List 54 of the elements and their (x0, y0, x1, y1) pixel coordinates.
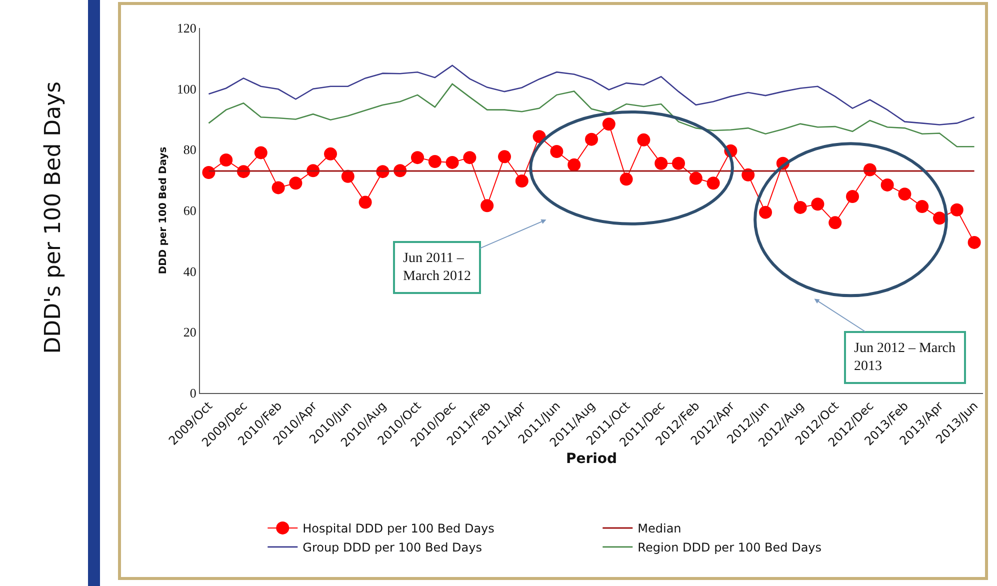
point (759, 206, 772, 219)
point (602, 118, 616, 131)
point (341, 170, 354, 183)
point (358, 196, 372, 209)
legend-label: Hospital DDD per 100 Bed Days (302, 522, 494, 536)
point (916, 200, 929, 214)
point (411, 151, 424, 164)
point (637, 133, 650, 146)
line-series (208, 83, 975, 148)
point (828, 216, 842, 230)
point (880, 178, 894, 192)
y-tick-label: 80 (183, 142, 196, 158)
point (672, 156, 685, 170)
point (568, 158, 581, 172)
point (324, 147, 337, 160)
annotation: Jun 2012 – March 2013 (854, 341, 956, 374)
point (933, 212, 946, 225)
y-tick-label: 20 (183, 324, 196, 340)
y-tick-label: 60 (183, 203, 196, 218)
point (620, 172, 633, 186)
point (950, 203, 964, 216)
point (968, 236, 981, 249)
point (463, 151, 476, 164)
point (585, 132, 598, 146)
point (706, 176, 720, 190)
point (811, 198, 824, 211)
point (515, 174, 528, 188)
line-series (208, 64, 975, 126)
point (428, 155, 442, 168)
point (654, 156, 668, 170)
point (898, 188, 912, 201)
y-tick-label: 100 (176, 81, 196, 96)
point (498, 150, 511, 164)
point (794, 200, 807, 214)
point (846, 190, 859, 204)
legend-label: Region DDD per 100 Bed Days (638, 540, 822, 555)
point (446, 156, 459, 169)
point (550, 144, 564, 158)
annotation: Jun 2011 – March 2012 (403, 251, 472, 284)
point (689, 172, 702, 185)
point (480, 199, 494, 212)
text: DDD's per 100 Bed Days (41, 81, 66, 354)
y-axis-title: DDD per 100 Bed Days (158, 146, 169, 274)
legend-label: Group DDD per 100 Bed Days (302, 540, 482, 555)
y-tick-label: 40 (183, 264, 196, 279)
point (289, 176, 302, 190)
y-tick-label: 120 (176, 20, 196, 36)
point (272, 181, 285, 194)
y-tick-label: 0 (190, 386, 196, 401)
legend-label: Median (638, 522, 682, 536)
point (254, 146, 268, 160)
x-axis-title: Period (566, 451, 618, 468)
point (202, 166, 216, 179)
point (220, 154, 233, 167)
